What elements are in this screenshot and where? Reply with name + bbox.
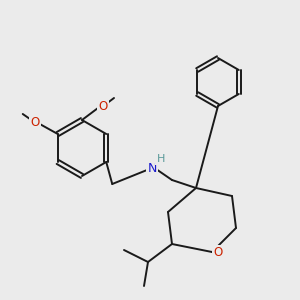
- Text: O: O: [30, 116, 39, 130]
- Text: N: N: [147, 161, 157, 175]
- Text: O: O: [98, 100, 108, 113]
- Text: O: O: [213, 247, 223, 260]
- Text: H: H: [157, 154, 165, 164]
